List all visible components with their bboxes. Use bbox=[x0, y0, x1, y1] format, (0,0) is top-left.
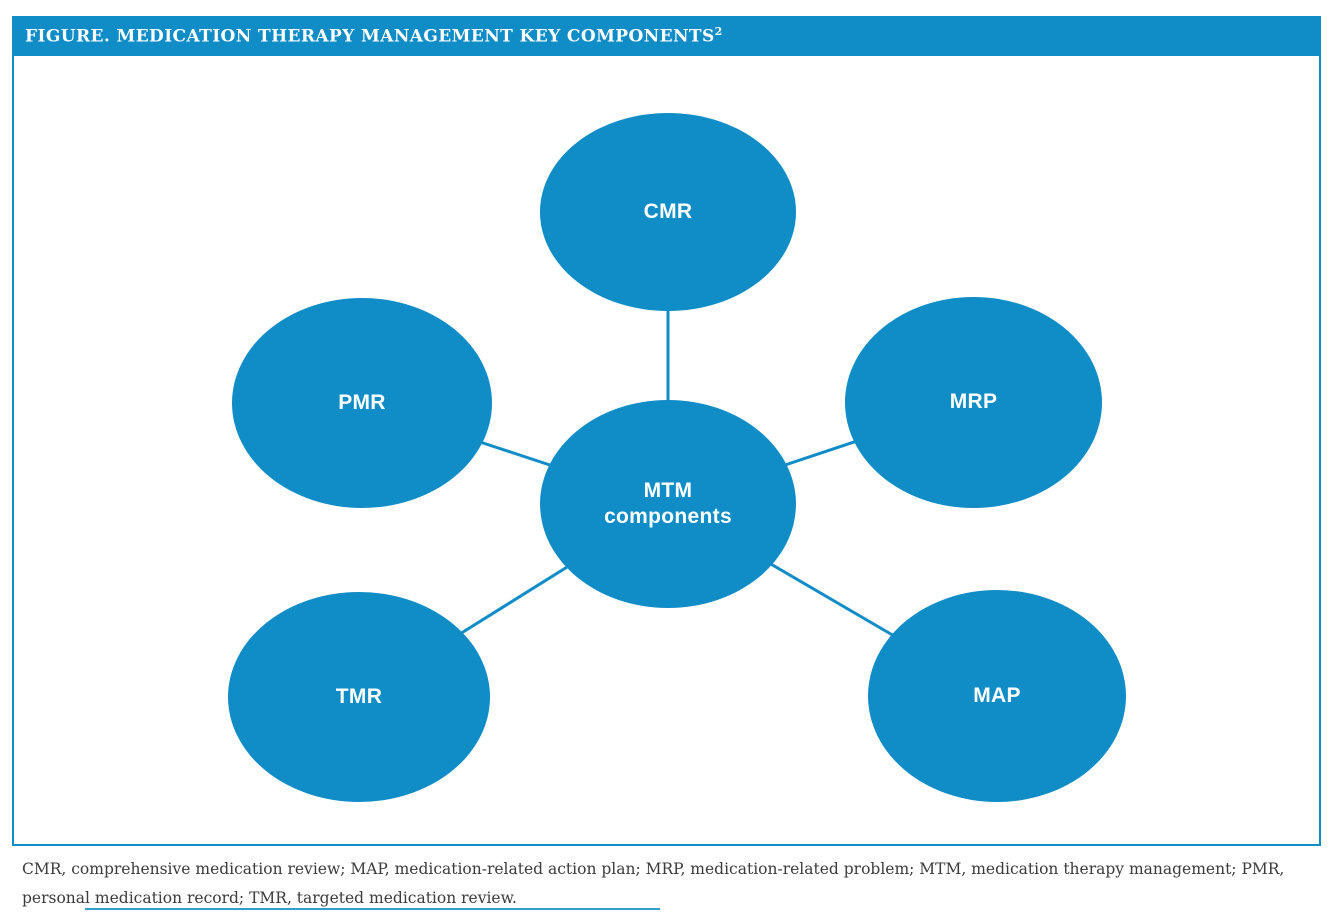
node-mtm-center: MTM components bbox=[540, 400, 796, 608]
node-map-label: MAP bbox=[973, 683, 1021, 707]
node-cmr-label: CMR bbox=[643, 199, 693, 223]
figure-footnote: CMR, comprehensive medication review; MA… bbox=[22, 860, 1285, 907]
node-tmr: TMR bbox=[228, 592, 490, 802]
node-pmr-label: PMR bbox=[338, 390, 386, 414]
figure-title-reference: 2 bbox=[714, 25, 723, 39]
node-map: MAP bbox=[868, 590, 1126, 802]
node-tmr-label: TMR bbox=[335, 684, 383, 708]
figure-header: FIGURE. MEDICATION THERAPY MANAGEMENT KE… bbox=[12, 16, 1321, 56]
node-pmr: PMR bbox=[232, 298, 492, 508]
node-mtm-label: MTM components bbox=[604, 478, 732, 528]
bottom-divider bbox=[85, 908, 660, 910]
node-mrp: MRP bbox=[845, 297, 1102, 508]
figure-title-text: FIGURE. MEDICATION THERAPY MANAGEMENT KE… bbox=[25, 26, 715, 47]
figure-title: FIGURE. MEDICATION THERAPY MANAGEMENT KE… bbox=[25, 25, 722, 47]
node-mrp-label: MRP bbox=[949, 390, 998, 414]
node-cmr: CMR bbox=[540, 113, 796, 311]
